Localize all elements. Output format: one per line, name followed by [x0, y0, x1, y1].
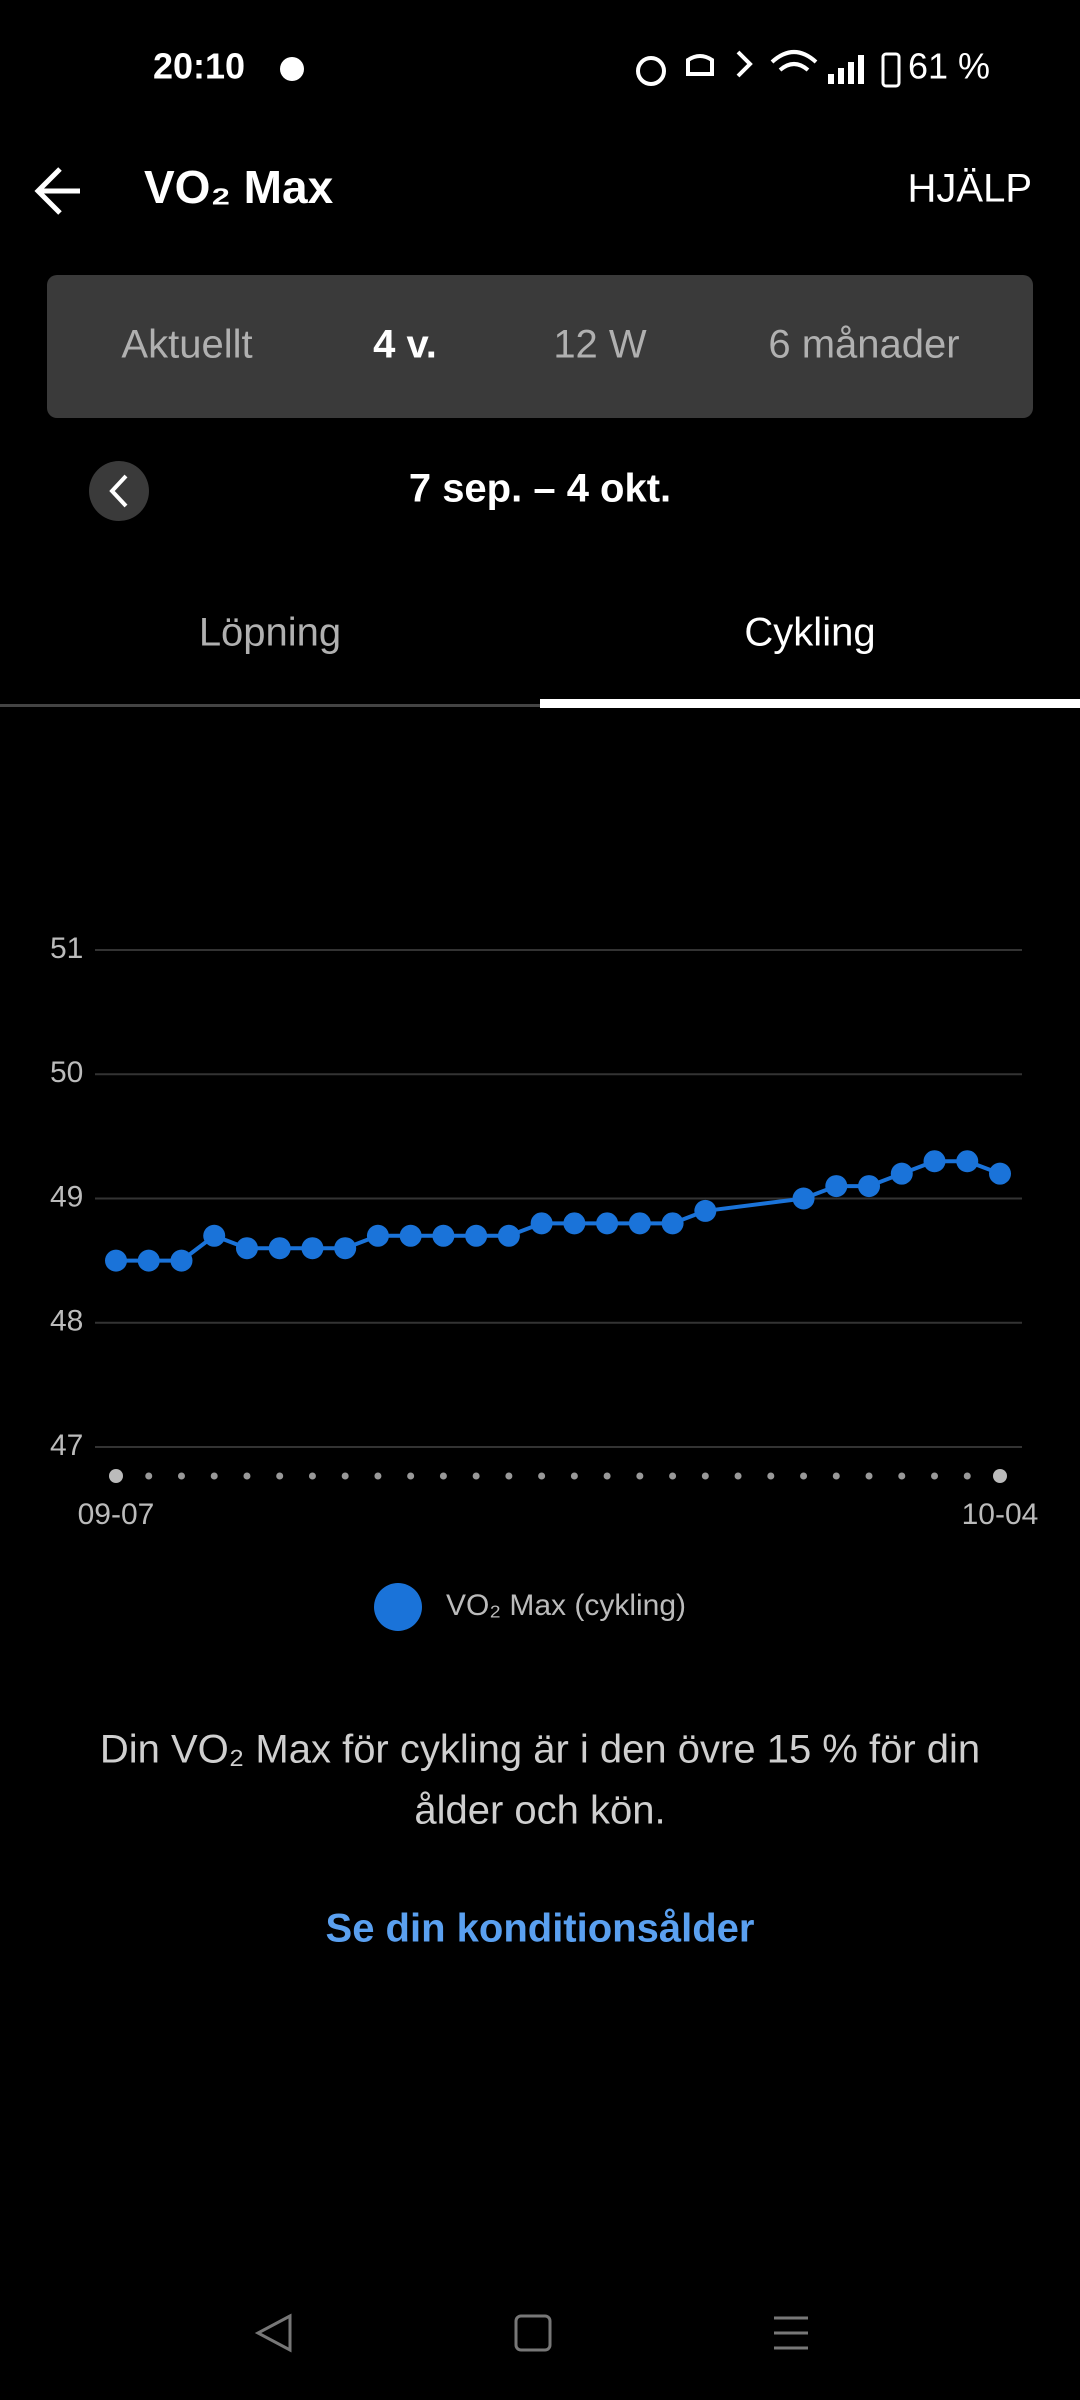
data-point	[268, 1237, 291, 1260]
date-range: 7 sep. – 4 okt.	[409, 467, 671, 511]
x-axis-dot	[341, 1472, 349, 1480]
chart: 47 48 49 50 51 09-07 10-04 VO₂ Max (cykling)	[50, 932, 1038, 1631]
x-axis-dot	[898, 1472, 906, 1480]
y-tick-label: 47	[50, 1429, 83, 1462]
y-tick-label: 49	[50, 1180, 83, 1213]
battery-icon	[881, 52, 901, 88]
x-axis-dot	[669, 1472, 677, 1480]
x-axis-dot	[701, 1472, 709, 1480]
data-point	[203, 1224, 226, 1247]
page-title: VO₂ Max	[144, 161, 334, 213]
data-point	[235, 1237, 258, 1260]
data-point	[923, 1150, 946, 1173]
x-axis-dot	[472, 1472, 480, 1480]
data-point	[858, 1175, 881, 1198]
legend-swatch	[374, 1583, 422, 1631]
previous-arrow	[109, 474, 128, 508]
x-axis-dot	[570, 1472, 578, 1480]
x-axis-dot	[407, 1472, 415, 1480]
x-axis-dot	[993, 1469, 1007, 1483]
x-axis-dot	[963, 1472, 971, 1480]
x-axis-dot	[505, 1472, 513, 1480]
data-point	[563, 1212, 586, 1235]
data-point	[399, 1224, 422, 1247]
tab-indicator	[540, 699, 1080, 708]
y-tick-label: 51	[50, 932, 83, 965]
y-tick-label: 50	[50, 1056, 83, 1089]
tab[interactable]: Löpning	[199, 611, 341, 655]
data-point	[825, 1175, 848, 1198]
x-axis-dot	[636, 1472, 644, 1480]
summary-text: ålder och kön.	[414, 1789, 665, 1833]
data-point	[989, 1162, 1011, 1185]
x-tick-label: 10-04	[962, 1498, 1039, 1531]
data-point	[137, 1249, 160, 1272]
period-option[interactable]: 12 W	[553, 323, 647, 367]
signal-icon	[828, 55, 864, 84]
x-axis-dot	[734, 1472, 742, 1480]
data-point	[596, 1212, 619, 1235]
x-axis-dot	[767, 1472, 775, 1480]
x-axis-dot	[800, 1472, 808, 1480]
x-axis-dot	[177, 1472, 185, 1480]
x-axis-dot	[243, 1472, 251, 1480]
help-button[interactable]: HJÄLP	[908, 167, 1033, 211]
data-point	[694, 1199, 717, 1222]
data-point	[432, 1224, 455, 1247]
y-tick-label: 48	[50, 1305, 83, 1338]
data-point	[792, 1187, 815, 1210]
data-point	[334, 1237, 357, 1260]
fitness-age-link[interactable]: Se din konditionsålder	[326, 1907, 755, 1951]
x-axis-dot	[865, 1472, 873, 1480]
battery-level: 61 %	[908, 46, 990, 87]
nav-menu[interactable]	[774, 2316, 808, 2350]
legend-label: VO₂ Max (cykling)	[446, 1589, 686, 1622]
data-point	[170, 1249, 193, 1272]
x-axis-dot	[210, 1472, 218, 1480]
data-point	[465, 1224, 488, 1247]
data-point	[301, 1237, 324, 1260]
back-button[interactable]	[34, 167, 80, 215]
data-point	[890, 1162, 913, 1185]
status-icons	[636, 50, 818, 86]
status-time: 20:10	[153, 46, 245, 87]
data-point	[366, 1224, 389, 1247]
data-point	[628, 1212, 651, 1235]
data-point	[497, 1224, 520, 1247]
period-option[interactable]: 6 månader	[768, 323, 959, 367]
summary-text: Din VO₂ Max för cykling är i den övre 15…	[100, 1728, 980, 1772]
x-axis-dot	[276, 1472, 284, 1480]
period-option[interactable]: Aktuellt	[121, 323, 252, 367]
nav-home[interactable]	[514, 2314, 552, 2352]
period-selector	[47, 275, 1033, 418]
x-axis-dot	[145, 1472, 153, 1480]
x-axis-dot	[374, 1472, 382, 1480]
x-axis-dot	[439, 1472, 447, 1480]
x-axis-dot	[308, 1472, 316, 1480]
data-point	[105, 1249, 127, 1272]
data-point	[956, 1150, 979, 1173]
x-axis-dot	[109, 1469, 123, 1483]
data-point	[661, 1212, 684, 1235]
x-axis-dot	[603, 1472, 611, 1480]
data-point	[530, 1212, 553, 1235]
nav-bar	[254, 2313, 808, 2353]
previous-period[interactable]	[89, 461, 149, 521]
data-line-connector	[705, 1196, 804, 1213]
x-axis-dot	[832, 1472, 840, 1480]
x-axis-dot	[538, 1472, 546, 1480]
x-axis-dot	[931, 1472, 939, 1480]
period-option[interactable]: 4 v.	[373, 323, 437, 367]
x-tick-label: 09-07	[78, 1498, 155, 1531]
status-icon	[280, 57, 304, 81]
tab[interactable]: Cykling	[744, 611, 875, 655]
nav-back[interactable]	[254, 2313, 292, 2353]
